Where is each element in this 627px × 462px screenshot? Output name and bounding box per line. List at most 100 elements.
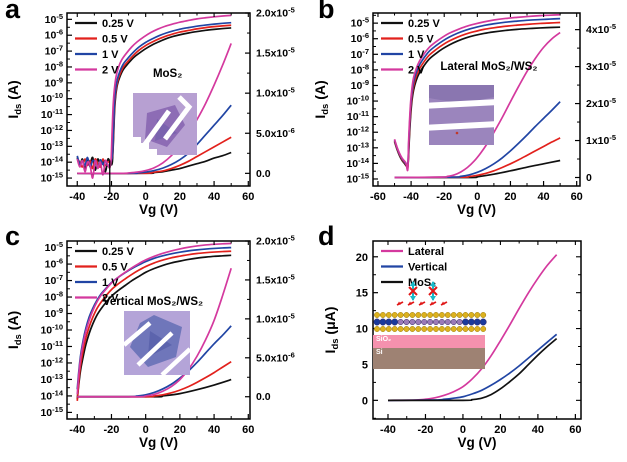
series-0.5-V-linear <box>77 360 232 398</box>
mos2-micrograph-art <box>133 93 197 155</box>
svg-text:Ids (A): Ids (A) <box>5 80 24 118</box>
series-group <box>76 242 232 401</box>
svg-text:10-6: 10-6 <box>45 257 63 271</box>
vertical-micrograph-inset <box>122 311 192 380</box>
mos2-micrograph-inset <box>133 93 197 160</box>
svg-text:10-11: 10-11 <box>41 339 63 353</box>
svg-text:10-10: 10-10 <box>346 94 369 108</box>
device-label: MoS₂ <box>153 68 182 80</box>
series-2-V-linear <box>77 267 232 398</box>
svg-text:10-6: 10-6 <box>351 31 369 45</box>
svg-text:10-9: 10-9 <box>351 78 369 92</box>
svg-text:10-13: 10-13 <box>40 139 63 153</box>
svg-text:0.25 V: 0.25 V <box>102 18 134 30</box>
lateral-micrograph-art <box>426 85 498 145</box>
legend: 0.25 V 0.5 V 1 V 2 V <box>75 18 134 77</box>
svg-text:2 V: 2 V <box>408 65 425 77</box>
svg-text:10-15: 10-15 <box>346 171 369 185</box>
svg-text:0: 0 <box>362 395 368 407</box>
svg-text:20: 20 <box>494 424 506 436</box>
svg-text:10-7: 10-7 <box>351 47 369 61</box>
svg-text:0.5 V: 0.5 V <box>102 262 128 274</box>
svg-text:10-15: 10-15 <box>40 171 63 185</box>
svg-text:20: 20 <box>174 191 186 203</box>
svg-text:10-14: 10-14 <box>40 388 63 402</box>
svg-text:-40: -40 <box>69 191 85 203</box>
series-group <box>393 13 561 179</box>
svg-text:-20: -20 <box>104 191 120 203</box>
svg-text:0: 0 <box>460 424 466 436</box>
series-0.5-V-linear <box>394 137 561 179</box>
svg-text:10-14: 10-14 <box>40 155 63 169</box>
series-2-V-linear <box>77 43 232 175</box>
sio2-layer: SiO₂ <box>373 335 485 348</box>
svg-text:Ids (μA): Ids (μA) <box>322 307 341 354</box>
svg-text:10-7: 10-7 <box>45 273 63 287</box>
svg-text:Lateral: Lateral <box>408 246 444 258</box>
svg-text:10-13: 10-13 <box>40 372 63 386</box>
svg-text:10-8: 10-8 <box>45 59 63 73</box>
panel-b-letter: b <box>318 0 335 24</box>
si-label: Si <box>376 349 383 356</box>
legend: 0.25 V 0.5 V 1 V 2 V <box>75 246 134 305</box>
device-schematic-inset: SiO₂ Si <box>373 279 487 371</box>
panel-c-letter: c <box>5 221 21 251</box>
panel-a-letter: a <box>5 0 21 24</box>
svg-text:-40: -40 <box>380 424 396 436</box>
svg-text:2.0x10-5: 2.0x10-5 <box>256 234 295 248</box>
svg-text:Vg (V): Vg (V) <box>457 202 496 217</box>
series-0.5-V-linear <box>77 136 232 175</box>
svg-text:-40: -40 <box>403 191 419 203</box>
svg-text:Vg (V): Vg (V) <box>458 435 497 450</box>
svg-text:60: 60 <box>571 191 583 203</box>
svg-text:0: 0 <box>143 191 149 203</box>
svg-text:10-11: 10-11 <box>41 107 63 121</box>
svg-text:Vg (V): Vg (V) <box>139 202 178 217</box>
sio2-label: SiO₂ <box>376 336 392 343</box>
svg-text:0.0: 0.0 <box>256 391 271 403</box>
molecule-atoms-art <box>373 281 487 332</box>
svg-text:10-5: 10-5 <box>45 12 63 26</box>
svg-text:0.5 V: 0.5 V <box>102 34 128 46</box>
svg-text:40: 40 <box>532 424 544 436</box>
svg-text:0.25 V: 0.25 V <box>102 246 134 258</box>
svg-text:10-12: 10-12 <box>346 125 369 139</box>
svg-text:Vg (V): Vg (V) <box>139 435 178 450</box>
svg-text:10-10: 10-10 <box>40 323 63 337</box>
panel-d-letter: d <box>318 221 335 251</box>
svg-text:40: 40 <box>208 191 220 203</box>
svg-text:10-7: 10-7 <box>45 44 63 58</box>
series-Vertical <box>387 333 558 402</box>
legend: 0.25 V 0.5 V 1 V 2 V <box>381 18 440 77</box>
svg-text:-40: -40 <box>69 424 85 436</box>
svg-text:5: 5 <box>362 359 368 371</box>
svg-text:10-11: 10-11 <box>347 109 369 123</box>
svg-text:5.0x10-6: 5.0x10-6 <box>256 126 295 140</box>
svg-text:10-9: 10-9 <box>45 75 63 89</box>
svg-text:4x10-5: 4x10-5 <box>586 22 616 36</box>
svg-text:0.5 V: 0.5 V <box>408 34 434 46</box>
svg-text:40: 40 <box>208 424 220 436</box>
svg-text:10-8: 10-8 <box>351 62 369 76</box>
svg-text:10-8: 10-8 <box>45 290 63 304</box>
svg-text:-60: -60 <box>370 191 386 203</box>
svg-text:10-9: 10-9 <box>45 306 63 320</box>
svg-text:10-12: 10-12 <box>40 123 63 137</box>
svg-text:60: 60 <box>242 424 254 436</box>
svg-text:10-14: 10-14 <box>346 156 369 170</box>
svg-text:0: 0 <box>474 191 480 203</box>
series-2-V-log <box>76 242 232 395</box>
panel-b: -60 -40 -20 0 20 40 60 Vg (V) 10-5 10-6 10-7 10-8 10… <box>313 0 627 227</box>
series-MoS₂ <box>387 337 558 402</box>
svg-text:20: 20 <box>174 424 186 436</box>
series-group <box>76 14 232 179</box>
svg-text:60: 60 <box>242 191 254 203</box>
series-2-V-log <box>76 14 232 179</box>
svg-text:1 V: 1 V <box>408 49 425 61</box>
panel-b-chart: -60 -40 -20 0 20 40 60 Vg (V) 10-510-6 10-710-8 10… <box>313 12 616 217</box>
series-1-V-linear <box>394 101 561 179</box>
lateral-micrograph-inset <box>426 85 498 150</box>
